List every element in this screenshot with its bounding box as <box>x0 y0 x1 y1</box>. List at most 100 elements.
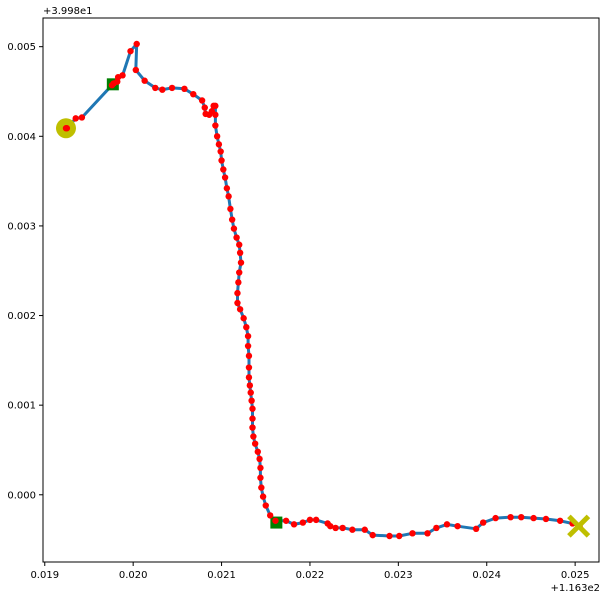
data-point <box>236 269 243 276</box>
data-point <box>556 517 564 524</box>
data-point <box>349 526 356 533</box>
x-tick-label: 0.023 <box>384 570 413 581</box>
data-point <box>212 102 219 110</box>
data-point <box>480 519 487 526</box>
data-point <box>254 448 261 455</box>
data-point <box>443 521 451 528</box>
y-axis-offset-label: +3.998e1 <box>43 6 93 17</box>
data-point <box>234 289 241 297</box>
data-point <box>258 484 265 491</box>
data-point <box>250 433 257 440</box>
data-point <box>542 515 550 523</box>
data-point <box>251 440 259 447</box>
data-point <box>272 517 279 524</box>
data-point <box>243 323 250 331</box>
x-tick-label: 0.020 <box>119 570 148 581</box>
y-tick-label: 0.004 <box>7 132 36 143</box>
data-point <box>212 111 219 118</box>
data-point <box>262 502 269 509</box>
x-tick-label: 0.019 <box>30 570 59 581</box>
data-point <box>424 530 431 537</box>
data-point <box>247 389 254 396</box>
x-axis-offset-label: +1.163e2 <box>550 583 600 594</box>
x-tick-label: 0.024 <box>472 570 501 581</box>
data-point <box>221 174 229 181</box>
data-point <box>282 517 290 524</box>
y-tick-label: 0.005 <box>7 42 36 53</box>
data-point <box>492 514 499 522</box>
axes: 0.019 0.020 0.021 0.022 0.023 0.024 0.025 0.000… <box>7 17 600 581</box>
data-point <box>332 524 339 532</box>
data-point <box>237 259 245 266</box>
data-point <box>249 424 256 431</box>
data-point <box>236 249 244 257</box>
data-point <box>249 405 256 412</box>
data-point <box>133 40 140 48</box>
data-point <box>248 397 255 404</box>
y-tick-label: 0.003 <box>7 221 36 232</box>
data-point <box>127 47 134 55</box>
data-point <box>223 185 231 192</box>
data-point <box>132 66 140 74</box>
data-point <box>201 104 208 111</box>
data-point <box>245 374 253 381</box>
end-marker <box>567 514 591 538</box>
data-point <box>245 352 253 360</box>
data-point <box>233 234 240 241</box>
data-point <box>327 522 334 530</box>
x-tick-label: 0.025 <box>561 570 590 581</box>
data-point <box>256 455 263 463</box>
data-point <box>198 97 206 104</box>
data-point <box>159 86 166 93</box>
data-point <box>369 531 376 539</box>
data-point <box>530 514 537 522</box>
data-point <box>454 522 461 530</box>
data-point <box>259 493 267 500</box>
data-point <box>236 306 244 313</box>
data-point <box>361 526 368 533</box>
data-point <box>240 315 247 322</box>
data-point <box>266 512 274 519</box>
data-point <box>181 85 188 93</box>
y-tick-label: 0.001 <box>7 401 36 412</box>
data-point <box>227 205 234 213</box>
data-point <box>152 84 159 92</box>
data-point <box>312 516 320 524</box>
data-point <box>234 299 241 307</box>
data-point <box>228 216 236 223</box>
data-point <box>244 342 252 350</box>
data-point <box>507 513 514 521</box>
data-point <box>249 415 256 422</box>
data-point <box>217 148 224 155</box>
data-point <box>78 114 86 121</box>
x-tick-label: 0.022 <box>296 570 325 581</box>
plot-area <box>55 40 591 540</box>
y-tick-label: 0.002 <box>7 311 36 322</box>
data-point <box>472 525 480 533</box>
data-point <box>386 532 393 540</box>
axes-frame <box>42 17 600 563</box>
data-point <box>339 524 346 532</box>
data-point <box>190 90 197 98</box>
data-point <box>220 166 227 173</box>
y-tick-label: 0.000 <box>7 490 36 501</box>
data-point <box>230 225 238 232</box>
data-point <box>244 332 252 340</box>
data-point <box>62 125 70 132</box>
data-point <box>168 84 176 92</box>
data-point <box>246 382 254 389</box>
data-point <box>218 157 225 164</box>
data-point <box>245 364 253 371</box>
data-point <box>119 72 126 79</box>
data-point <box>518 513 525 521</box>
data-point <box>396 532 403 540</box>
data-point <box>290 521 298 528</box>
data-point <box>225 193 232 200</box>
data-point <box>236 241 243 248</box>
x-tick-label: 0.021 <box>207 570 236 581</box>
data-point <box>215 141 223 148</box>
data-point <box>306 516 314 524</box>
data-point <box>433 524 440 532</box>
